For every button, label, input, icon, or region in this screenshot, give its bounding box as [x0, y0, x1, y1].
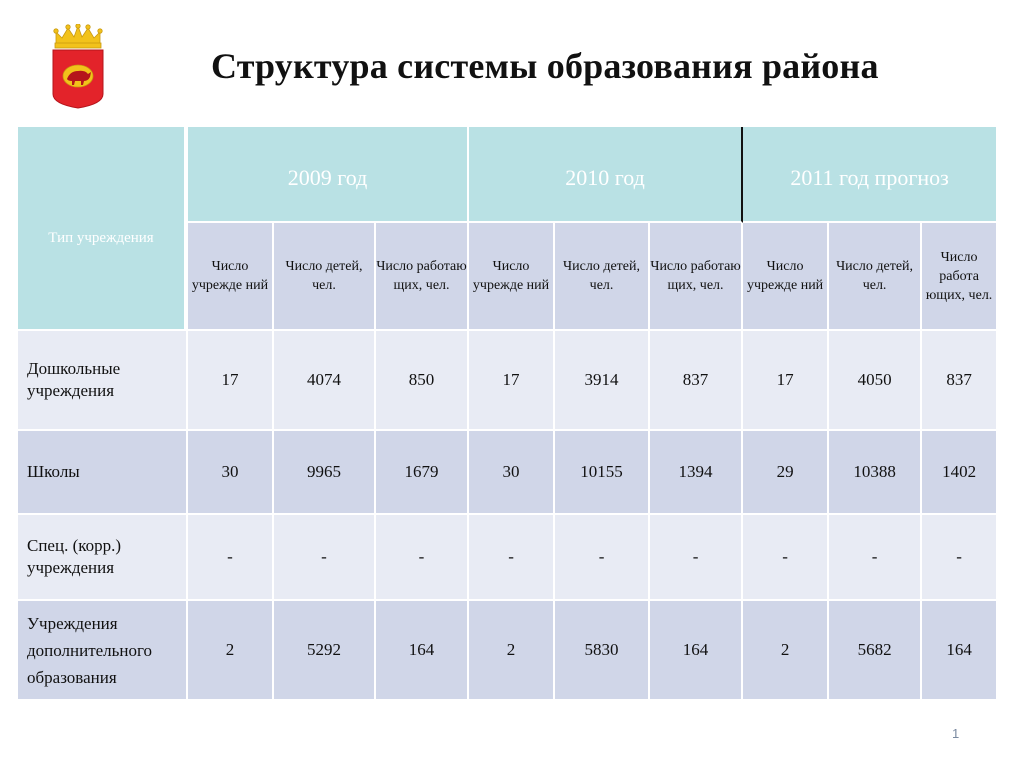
- row-label: Дошкольные учреждения: [18, 331, 188, 431]
- table-cell: 164: [376, 601, 470, 701]
- table-cell: 17: [743, 331, 830, 431]
- coat-of-arms-icon: [52, 24, 104, 109]
- sub-header-staff: Число работаю щих, чел.: [376, 223, 470, 331]
- table-cell: 3914: [555, 331, 651, 431]
- table-cell: 10388: [829, 431, 923, 515]
- table-row: Учреждения дополнительного образования 2…: [18, 601, 999, 701]
- table-cell: 9965: [274, 431, 376, 515]
- table-cell: -: [743, 515, 830, 601]
- table-cell: 164: [922, 601, 999, 701]
- table-cell: -: [274, 515, 376, 601]
- table-cell: 837: [922, 331, 999, 431]
- table-cell: -: [188, 515, 274, 601]
- table-cell: 5830: [555, 601, 651, 701]
- sub-header-staff: Число работа ющих, чел.: [922, 223, 999, 331]
- row-label: Школы: [18, 431, 188, 515]
- table-cell: 2: [743, 601, 830, 701]
- sub-header-institutions: Число учрежде ний: [743, 223, 830, 331]
- sub-header-children: Число детей, чел.: [274, 223, 376, 331]
- table-cell: -: [650, 515, 744, 601]
- row-label: Учреждения дополнительного образования: [18, 601, 188, 701]
- sub-header-institutions: Число учрежде ний: [469, 223, 556, 331]
- table-cell: 30: [188, 431, 274, 515]
- sub-header-children: Число детей, чел.: [829, 223, 923, 331]
- table-cell: 29: [743, 431, 830, 515]
- table-cell: -: [922, 515, 999, 601]
- table-cell: 5292: [274, 601, 376, 701]
- table-cell: 1679: [376, 431, 470, 515]
- sub-header-children: Число детей, чел.: [555, 223, 651, 331]
- table-cell: 5682: [829, 601, 923, 701]
- table-cell: -: [376, 515, 470, 601]
- table-cell: 1394: [650, 431, 744, 515]
- table-cell: 17: [188, 331, 274, 431]
- table-row: Дошкольные учреждения 17 4074 850 17 391…: [18, 331, 999, 431]
- table-cell: 2: [188, 601, 274, 701]
- table-cell: -: [829, 515, 923, 601]
- table-cell: 1402: [922, 431, 999, 515]
- table-cell: 2: [469, 601, 556, 701]
- table-row: Спец. (корр.) учреждения - - - - - - - -…: [18, 515, 999, 601]
- slide-title: Структура системы образования района: [211, 46, 879, 86]
- education-structure-table: Тип учреждения 2009 год 2010 год 2011 го…: [18, 127, 999, 701]
- sub-header-staff: Число работаю щих, чел.: [650, 223, 744, 331]
- table-cell: 17: [469, 331, 556, 431]
- table-cell: -: [469, 515, 556, 601]
- table-cell: -: [555, 515, 651, 601]
- table-cell: 10155: [555, 431, 651, 515]
- year-header-2010: 2010 год: [469, 127, 744, 223]
- table-cell: 164: [650, 601, 744, 701]
- table-cell: 30: [469, 431, 556, 515]
- table-cell: 4074: [274, 331, 376, 431]
- row-label: Спец. (корр.) учреждения: [18, 515, 188, 601]
- year-header-2011: 2011 год прогноз: [743, 127, 999, 223]
- table-cell: 850: [376, 331, 470, 431]
- page-number: 1: [952, 726, 960, 741]
- sub-header-institutions: Число учрежде ний: [188, 223, 274, 331]
- table-cell: 837: [650, 331, 744, 431]
- type-header: Тип учреждения: [18, 127, 188, 331]
- table-row: Школы 30 9965 1679 30 10155 1394 29 1038…: [18, 431, 999, 515]
- table-cell: 4050: [829, 331, 923, 431]
- year-header-2009: 2009 год: [188, 127, 470, 223]
